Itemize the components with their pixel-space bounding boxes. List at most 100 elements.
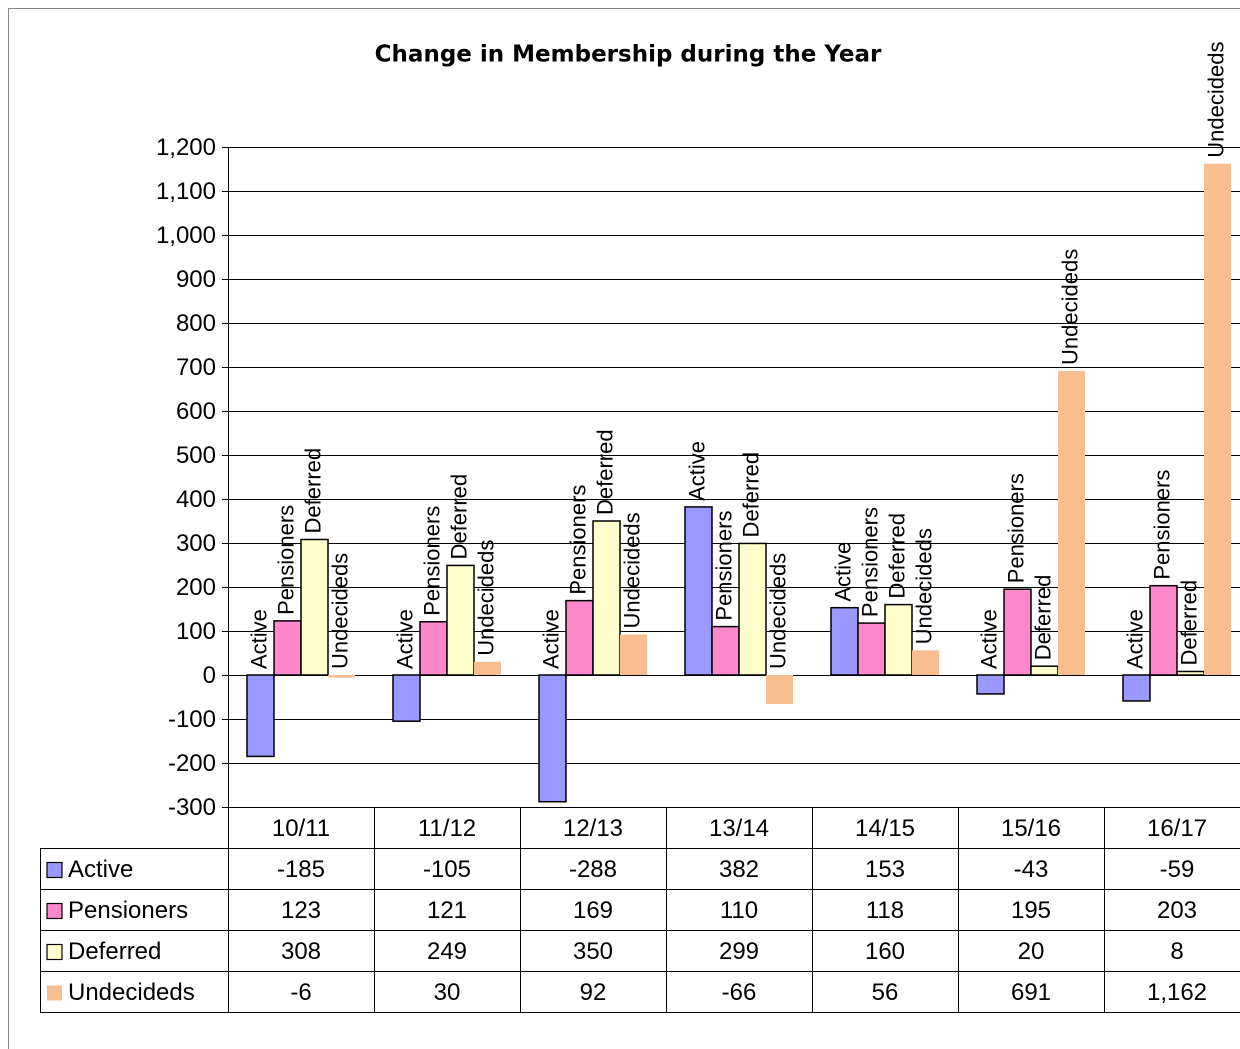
chart-frame bbox=[8, 8, 1240, 1049]
bar-series-label: Pensioners bbox=[273, 505, 298, 615]
legend-key bbox=[46, 943, 63, 961]
table-value: -185 bbox=[277, 856, 325, 883]
bar-series-label: Active bbox=[1122, 609, 1147, 669]
bar-series-label: Active bbox=[246, 609, 271, 669]
bar-series-label: Deferred bbox=[1176, 580, 1201, 666]
table-value: 169 bbox=[573, 897, 613, 924]
bar-series-label: Pensioners bbox=[857, 507, 882, 617]
y-tick-label: 400 bbox=[176, 486, 216, 513]
x-tick-label: 14/15 bbox=[855, 815, 915, 842]
x-tick-label: 10/11 bbox=[272, 815, 330, 842]
x-tick-label: 12/13 bbox=[563, 815, 623, 842]
y-tick-label: 200 bbox=[176, 574, 216, 601]
bar bbox=[538, 674, 567, 803]
bar bbox=[711, 625, 740, 676]
table-value: 308 bbox=[281, 938, 321, 965]
y-tick-label: 1,000 bbox=[156, 222, 216, 249]
bar-series-label: Active bbox=[538, 609, 563, 669]
table-value: -59 bbox=[1160, 856, 1195, 883]
bar bbox=[1058, 370, 1085, 675]
bar bbox=[1003, 588, 1032, 676]
bar bbox=[884, 603, 913, 676]
chart-title: Change in Membership during the Year bbox=[375, 42, 882, 68]
bar bbox=[1030, 665, 1059, 676]
bar bbox=[273, 620, 302, 676]
table-value: 118 bbox=[866, 897, 904, 924]
table-value: 382 bbox=[719, 856, 759, 883]
bar bbox=[912, 650, 939, 675]
table-value: -43 bbox=[1014, 856, 1049, 883]
table-value: 1,162 bbox=[1147, 979, 1207, 1006]
bar bbox=[766, 675, 793, 705]
bar-series-label: Undecideds bbox=[619, 512, 644, 628]
legend-label: Undecideds bbox=[68, 979, 195, 1006]
table-value: 92 bbox=[580, 979, 607, 1006]
y-tick-label: -300 bbox=[168, 794, 216, 821]
bar-series-label: Undecideds bbox=[327, 553, 352, 669]
bar bbox=[474, 661, 501, 675]
table-value: 350 bbox=[573, 938, 613, 965]
bar bbox=[976, 674, 1005, 695]
table-value: 203 bbox=[1157, 897, 1197, 924]
bar bbox=[592, 520, 621, 676]
legend-key bbox=[46, 861, 63, 879]
bar bbox=[1204, 163, 1231, 675]
table-value: 56 bbox=[872, 979, 899, 1006]
legend-key bbox=[46, 902, 63, 920]
table-value: 249 bbox=[427, 938, 467, 965]
table-value: 121 bbox=[427, 897, 467, 924]
bar bbox=[684, 506, 713, 676]
bar-series-label: Pensioners bbox=[419, 506, 444, 616]
y-tick-label: 500 bbox=[176, 442, 216, 469]
legend-label: Pensioners bbox=[68, 897, 188, 924]
bar-series-label: Pensioners bbox=[711, 511, 736, 621]
legend-label: Active bbox=[68, 856, 133, 883]
bar bbox=[620, 634, 647, 675]
bar bbox=[565, 599, 594, 676]
y-tick-label: 1,200 bbox=[156, 134, 216, 161]
bar-series-label: Deferred bbox=[300, 448, 325, 534]
table-value: 20 bbox=[1018, 938, 1045, 965]
table-value: 123 bbox=[281, 897, 321, 924]
table-value: -105 bbox=[423, 856, 471, 883]
bar bbox=[1122, 674, 1151, 702]
table-value: 8 bbox=[1170, 938, 1183, 965]
bar-series-label: Active bbox=[392, 609, 417, 669]
bar-series-label: Pensioners bbox=[565, 485, 590, 595]
bar-series-label: Deferred bbox=[738, 452, 763, 538]
y-tick-label: -200 bbox=[168, 750, 216, 777]
bar-series-label: Undecideds bbox=[1203, 42, 1228, 158]
x-tick-label: 11/12 bbox=[418, 815, 476, 842]
bar bbox=[246, 674, 275, 758]
bar-series-label: Undecideds bbox=[765, 553, 790, 669]
y-tick-label: 0 bbox=[203, 662, 216, 689]
table-value: -66 bbox=[722, 979, 757, 1006]
bar-series-label: Deferred bbox=[592, 429, 617, 515]
legend-key bbox=[47, 985, 62, 1001]
bar-series-label: Deferred bbox=[1030, 575, 1055, 661]
y-tick-label: 700 bbox=[176, 354, 216, 381]
bar bbox=[1176, 670, 1205, 676]
bar bbox=[738, 542, 767, 676]
y-tick-label: 800 bbox=[176, 310, 216, 337]
y-tick-label: 900 bbox=[176, 266, 216, 293]
table-value: 160 bbox=[865, 938, 905, 965]
bar bbox=[328, 675, 355, 678]
table-value: 195 bbox=[1011, 897, 1051, 924]
y-tick-label: 600 bbox=[176, 398, 216, 425]
bar-series-label: Deferred bbox=[884, 513, 909, 599]
table-value: 153 bbox=[865, 856, 905, 883]
table-value: 30 bbox=[434, 979, 461, 1006]
bar-series-label: Active bbox=[976, 609, 1001, 669]
bar-series-label: Pensioners bbox=[1149, 470, 1174, 580]
table-value: -6 bbox=[290, 979, 311, 1006]
table-value: 299 bbox=[719, 938, 759, 965]
y-tick-label: 100 bbox=[176, 618, 216, 645]
table-value: 691 bbox=[1011, 979, 1051, 1006]
y-tick-label: 300 bbox=[176, 530, 216, 557]
bar bbox=[300, 538, 329, 676]
bar-series-label: Active bbox=[684, 441, 709, 501]
y-tick-label: -100 bbox=[168, 706, 216, 733]
bar bbox=[419, 621, 448, 676]
